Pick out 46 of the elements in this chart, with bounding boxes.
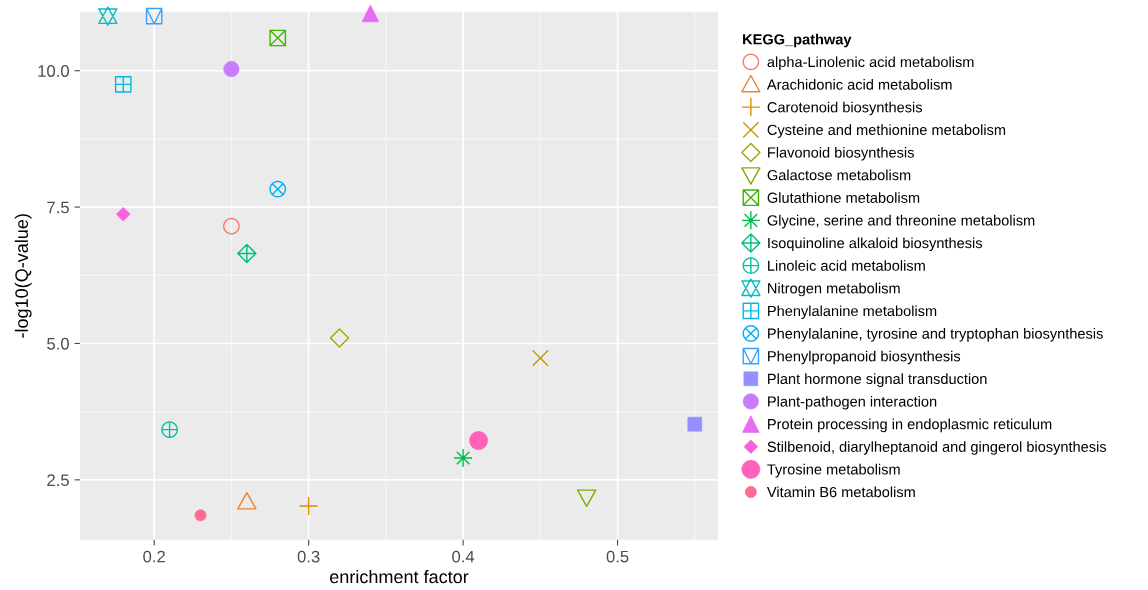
y-tick-label: 7.5 <box>47 201 69 214</box>
legend-label: Cysteine and methionine metabolism <box>767 124 1006 138</box>
point <box>237 491 257 510</box>
point <box>453 448 473 468</box>
point <box>223 217 240 235</box>
point <box>98 6 118 26</box>
legend-title: KEGG_pathway <box>743 33 852 48</box>
legend-label: Galactose metabolism <box>767 169 911 181</box>
legend-label: Glycine, serine and threonine metabolism <box>767 214 1035 229</box>
x-tick-label: 0.5 <box>606 550 629 563</box>
legend-label: Phenylpropanoid biosynthesis <box>768 350 961 365</box>
legend-label: Phenylalanine, tyrosine and tryptophan biosynthesis <box>768 328 1103 342</box>
point <box>269 29 287 47</box>
y-tick-label: 2.5 <box>47 474 69 487</box>
point <box>145 7 163 25</box>
x-axis-title: enrichment factor <box>330 569 469 584</box>
x-tick-label: 0.2 <box>143 550 165 563</box>
legend-label: Nitrogen metabolism <box>768 282 900 297</box>
point <box>298 496 319 516</box>
legend-label: Vitamin B6 metabolism <box>766 486 915 498</box>
legend-label: Linoleic acid metabolism <box>768 260 925 271</box>
y-tick-label: 10.0 <box>38 65 69 77</box>
legend-label: Plant hormone signal transduction <box>768 373 987 387</box>
point <box>114 76 132 93</box>
point <box>161 421 178 438</box>
point <box>687 416 703 432</box>
legend-label: alpha-Linolenic acid metabolism <box>767 56 974 71</box>
point <box>237 243 257 264</box>
y-axis-title: -log10(Q-value) <box>14 214 32 338</box>
legend-label: Plant-pathogen interaction <box>768 395 937 410</box>
legend-label: Phenylalanine metabolism <box>768 305 937 319</box>
legend-label: Glutathione metabolism <box>767 192 920 203</box>
point <box>329 328 350 348</box>
legend-label: Tyrosine metabolism <box>767 463 900 478</box>
legend-label: Isoquinoline alkaloid biosynthesis <box>768 237 983 252</box>
legend-label: Stilbenoid, diarylheptanoid and gingerol biosynthesis <box>767 441 1107 455</box>
x-tick-label: 0.4 <box>452 550 475 563</box>
legend-label: Arachidonic acid metabolism <box>766 79 952 90</box>
point <box>576 489 597 508</box>
y-tick-label: 5.0 <box>47 337 69 350</box>
legend-label: Carotenoid biosynthesis <box>767 101 923 116</box>
legend-label: Flavonoid biosynthesis <box>768 146 914 161</box>
legend-label: Protein processing in endoplasmic reticulum <box>768 418 1052 433</box>
point <box>531 349 549 367</box>
point <box>269 180 287 198</box>
x-tick-label: 0.3 <box>297 550 320 563</box>
